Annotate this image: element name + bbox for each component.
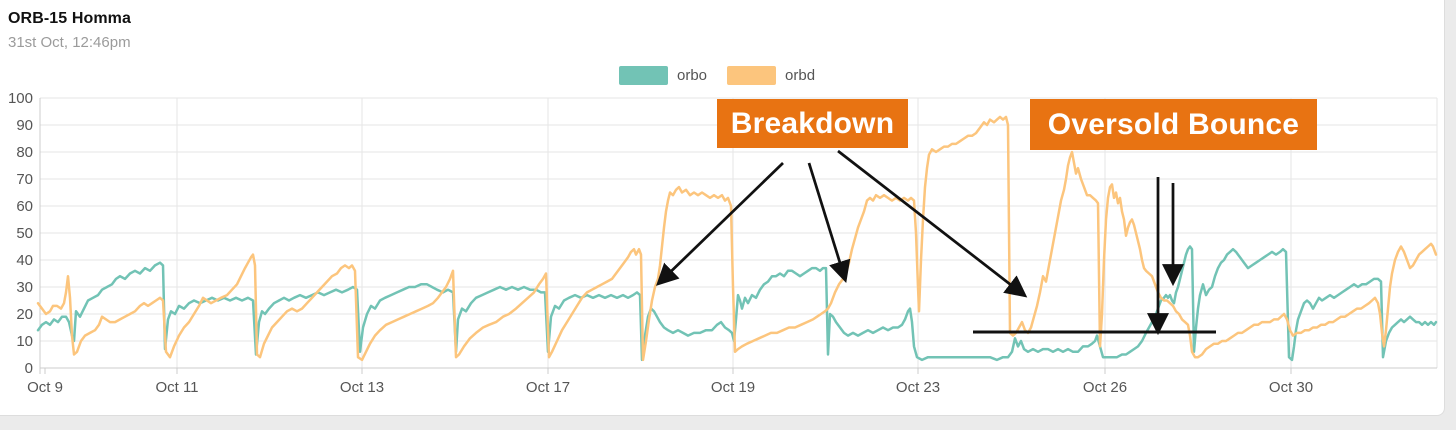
y-axis-label: 50 <box>16 225 33 242</box>
annotation-arrow <box>656 162 784 286</box>
annotation-arrow <box>807 162 851 283</box>
x-axis-label: Oct 26 <box>1083 379 1127 396</box>
chart-timestamp: 31st Oct, 12:46pm <box>8 34 131 51</box>
x-axis-label: Oct 9 <box>27 379 63 396</box>
legend-label-orbd: orbd <box>785 67 816 84</box>
x-axis-label: Oct 11 <box>155 379 198 396</box>
page-title: ORB-15 Homma <box>8 10 132 27</box>
annotation-arrow <box>837 149 1028 298</box>
y-axis-label: 10 <box>16 333 33 350</box>
legend-swatch-orbd <box>727 66 777 85</box>
x-axis-label: Oct 17 <box>526 379 570 396</box>
legend-label-orbo: orbo <box>677 67 708 84</box>
y-axis-label: 80 <box>16 144 33 161</box>
series-line-orbo <box>36 245 1438 362</box>
legend-item-orbo[interactable]: orbo <box>619 66 707 85</box>
annotation-breakdown: Breakdown <box>717 99 908 148</box>
y-axis-label: 30 <box>16 279 33 296</box>
series-line-orbd <box>36 115 1438 362</box>
y-axis-label: 90 <box>16 117 33 134</box>
annotation-oversold-bounce: Oversold Bounce <box>1030 99 1317 150</box>
x-axis-label: Oct 19 <box>711 379 755 396</box>
y-axis-label: 60 <box>16 198 33 215</box>
y-axis-label: 70 <box>16 171 33 188</box>
x-axis-label: Oct 13 <box>340 379 384 396</box>
chart-legend: orbo orbd <box>619 66 815 85</box>
x-axis-label: Oct 23 <box>896 379 940 396</box>
y-axis-label: 40 <box>16 252 33 269</box>
legend-swatch-orbo <box>619 66 668 85</box>
legend-item-orbd[interactable]: orbd <box>727 66 815 85</box>
x-axis-label: Oct 30 <box>1269 379 1313 396</box>
y-axis-label: 20 <box>16 306 33 323</box>
chart-card <box>0 0 1445 416</box>
y-axis-label: 0 <box>25 360 33 377</box>
y-axis-label: 100 <box>8 90 33 107</box>
